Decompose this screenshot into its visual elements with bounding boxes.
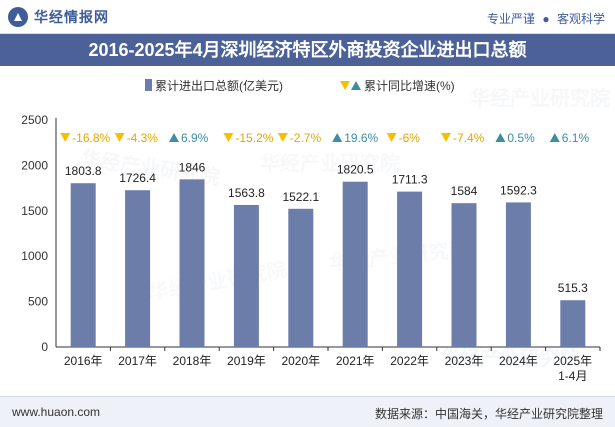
growth-label: -16.8% [72,131,110,145]
x-tick-label: 2016年 [64,354,103,368]
growth-label: -2.7% [290,131,322,145]
growth-label: -15.2% [235,131,273,145]
bar [451,203,477,347]
y-tick-label: 1000 [21,249,48,263]
growth-up-triangle-icon [169,133,179,142]
bar [288,208,314,347]
x-tick-label: 2018年 [173,354,212,368]
growth-label: -6% [399,131,421,145]
bar [397,191,423,347]
x-tick-label: 2020年 [281,354,320,368]
bar-value-label: 1584 [451,184,478,198]
brand: 华经情报网 [8,7,109,27]
x-tick-label: 2022年 [390,354,429,368]
watermark-text: 华经产业研究院 [470,86,610,110]
bar-value-label: 1522.1 [282,190,319,204]
growth-down-triangle-icon [60,133,71,142]
growth-down-triangle-icon [114,133,125,142]
tagline: 专业严谨 ● 客观科学 [487,10,605,27]
bar-value-label: 1803.8 [65,164,102,178]
legend-down-triangle-icon [340,81,350,90]
tagline-separator: ● [542,12,550,26]
legend-up-triangle-icon [351,81,361,90]
bar-value-label: 1846 [179,160,206,174]
legend-growth-label: 累计同比增速(%) [364,79,455,93]
x-tick-label: 2021年 [336,354,375,368]
growth-label: 6.9% [181,131,209,145]
top-bar: 华经情报网 专业严谨 ● 客观科学 [0,0,615,34]
tagline-part1: 专业严谨 [487,12,536,26]
bar [505,202,531,347]
growth-down-triangle-icon [441,133,451,142]
bar [125,190,151,347]
legend-bar-label: 累计进出口总额(亿美元) [155,78,283,93]
growth-label: -7.4% [453,131,485,145]
growth-up-triangle-icon [332,133,343,142]
bar [233,205,259,347]
chart-canvas: 华经产业研究院华经产业研究院华经产业研究院华经产业研究院华经产业研究院华经产业研… [21,78,610,383]
growth-down-triangle-icon [277,133,288,142]
bar-value-label: 1726.4 [119,171,156,185]
y-tick-label: 0 [41,340,48,354]
growth-label: 0.5% [507,131,535,145]
x-tick-label: 2019年 [227,354,266,368]
x-tick-label: 2025年 [553,354,592,368]
growth-label: -4.3% [127,131,159,145]
growth-up-triangle-icon [549,133,560,142]
watermark-text: 华经产业研究院 [147,257,289,305]
x-tick-label: 2023年 [445,354,484,368]
bar-value-label: 1820.5 [337,163,374,177]
x-tick-label: 1-4月 [558,369,587,383]
bar [70,183,96,347]
y-tick-label: 1500 [21,204,48,218]
y-tick-label: 2500 [21,113,48,127]
bar [179,179,205,347]
bar-value-label: 1563.8 [228,186,265,200]
x-tick-label: 2017年 [118,354,157,368]
chart-title: 2016-2025年4月深圳经济特区外商投资企业进出口总额 [0,34,615,66]
growth-up-triangle-icon [495,133,506,142]
bar-value-label: 1592.3 [500,183,537,197]
bar-value-label: 515.3 [558,281,588,295]
watermark-text: 华经产业研究院 [440,346,580,370]
bar [560,300,586,347]
legend-bar-swatch [145,79,152,91]
footer-source: 数据来源：中国海关，华经产业研究院整理 [374,407,603,421]
x-tick-label: 2024年 [499,354,538,368]
bar [342,181,368,347]
y-tick-label: 500 [28,295,48,309]
footer-website: www.huaon.com [12,405,101,419]
growth-label: 19.6% [344,131,378,145]
bar-value-label: 1711.3 [392,173,428,187]
watermark-text: 华经产业研究院 [260,151,400,175]
brand-name: 华经情报网 [34,9,109,25]
growth-label: 6.1% [562,131,590,145]
footer: www.huaon.com 数据来源：中国海关，华经产业研究院整理 [0,396,615,427]
growth-down-triangle-icon [223,133,234,142]
brand-logo-icon [8,7,28,27]
y-tick-label: 2000 [21,158,48,172]
tagline-part2: 客观科学 [556,12,605,26]
growth-down-triangle-icon [386,133,397,142]
